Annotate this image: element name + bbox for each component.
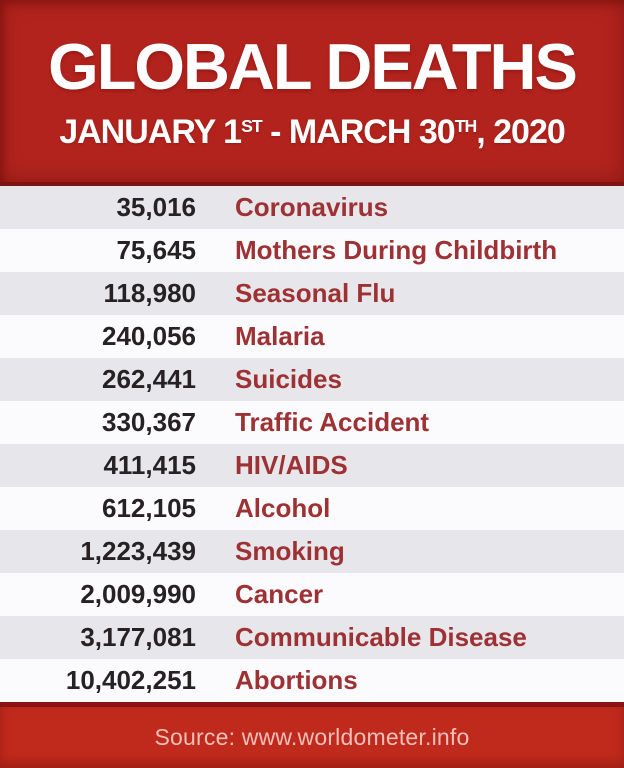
death-count: 262,441	[102, 364, 196, 394]
subtitle-part: JANUARY 1	[59, 112, 242, 151]
table-row: 240,056 Malaria	[0, 315, 624, 358]
header-banner: GLOBAL DEATHS JANUARY 1ST - MARCH 30TH, …	[0, 0, 624, 186]
death-cause-label: Seasonal Flu	[235, 278, 396, 308]
subtitle-part: , 2020	[476, 112, 566, 151]
death-cause-label: Suicides	[235, 364, 342, 394]
death-count: 118,980	[103, 278, 196, 308]
table-row: 75,645 Mothers During Childbirth	[0, 229, 624, 272]
table-row: 612,105 Alcohol	[0, 487, 624, 530]
table-row: 118,980 Seasonal Flu	[0, 272, 624, 315]
death-cause-label: Abortions	[235, 665, 358, 695]
table-row: 330,367 Traffic Accident	[0, 401, 624, 444]
death-cause-label: Smoking	[235, 536, 345, 566]
death-count: 1,223,439	[80, 536, 196, 566]
deaths-table: 35,016 Coronavirus 75,645 Mothers During…	[0, 186, 624, 702]
table-row: 3,177,081 Communicable Disease	[0, 616, 624, 659]
death-count: 411,415	[103, 450, 196, 480]
table-row: 1,223,439 Smoking	[0, 530, 624, 573]
death-count: 330,367	[102, 407, 196, 437]
death-count: 75,645	[116, 235, 196, 265]
death-count: 2,009,990	[80, 579, 196, 609]
table-row: 411,415 HIV/AIDS	[0, 444, 624, 487]
death-cause-label: Cancer	[235, 579, 324, 609]
date-range-subtitle: JANUARY 1ST - MARCH 30TH, 2020	[59, 112, 566, 151]
death-count: 35,016	[116, 192, 196, 222]
death-count: 240,056	[102, 321, 196, 351]
source-text: Source: www.worldometer.info	[154, 724, 470, 750]
table-row: 262,441 Suicides	[0, 358, 624, 401]
death-count: 10,402,251	[65, 665, 196, 695]
subtitle-part: - MARCH 30	[261, 112, 456, 151]
table-row: 10,402,251 Abortions	[0, 659, 624, 702]
death-cause-label: Coronavirus	[235, 192, 389, 222]
death-count: 3,177,081	[80, 622, 196, 652]
death-cause-label: Malaria	[235, 321, 325, 351]
death-cause-label: Communicable Disease	[235, 622, 527, 652]
death-cause-label: Mothers During Childbirth	[235, 235, 558, 265]
death-count: 612,105	[102, 493, 196, 523]
footer-banner: Source: www.worldometer.info	[0, 702, 624, 768]
death-cause-label: Traffic Accident	[235, 407, 430, 437]
death-cause-label: HIV/AIDS	[235, 450, 348, 480]
table-row: 2,009,990 Cancer	[0, 573, 624, 616]
death-cause-label: Alcohol	[235, 493, 331, 523]
table-row: 35,016 Coronavirus	[0, 186, 624, 229]
page-title: GLOBAL DEATHS	[48, 29, 578, 103]
